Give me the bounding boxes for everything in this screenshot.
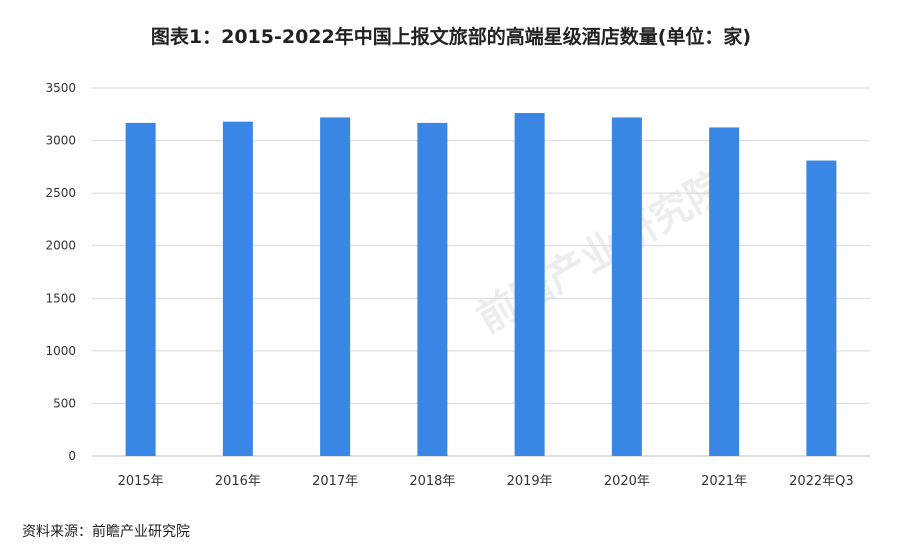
x-tick-label: 2021年 (701, 474, 747, 489)
x-tick-label: 2020年 (604, 474, 650, 489)
y-tick-label: 3500 (45, 81, 76, 95)
y-tick-label: 0 (68, 449, 76, 463)
bar (320, 117, 351, 456)
y-tick-label: 1000 (45, 344, 76, 358)
bar (806, 160, 837, 456)
x-tick-label: 2019年 (507, 474, 553, 489)
bar (514, 113, 545, 457)
bar (222, 121, 253, 456)
bar-chart: 0 500 1000 1500 2000 2500 3000 3500 2015年 2016年 20… (45, 81, 870, 489)
x-tick-label: 2022年Q3 (789, 474, 854, 489)
bar (611, 117, 642, 456)
y-tick-label: 2500 (45, 186, 76, 200)
y-tick-label: 2000 (45, 239, 76, 253)
y-tick-label: 500 (53, 396, 76, 410)
source-note: 资料来源：前瞻产业研究院 (22, 524, 190, 540)
chart-title: 图表1：2015-2022年中国上报文旅部的高端星级酒店数量(单位：家) (150, 26, 752, 48)
y-tick-label: 3000 (45, 134, 76, 148)
bar (125, 122, 156, 457)
x-tick-label: 2016年 (215, 474, 261, 489)
x-tick-label: 2015年 (118, 474, 164, 489)
x-tick-label: 2018年 (409, 474, 455, 489)
y-tick-label: 1500 (45, 291, 76, 305)
x-tick-label: 2017年 (312, 474, 358, 489)
bar (417, 122, 448, 457)
bar (709, 127, 740, 456)
